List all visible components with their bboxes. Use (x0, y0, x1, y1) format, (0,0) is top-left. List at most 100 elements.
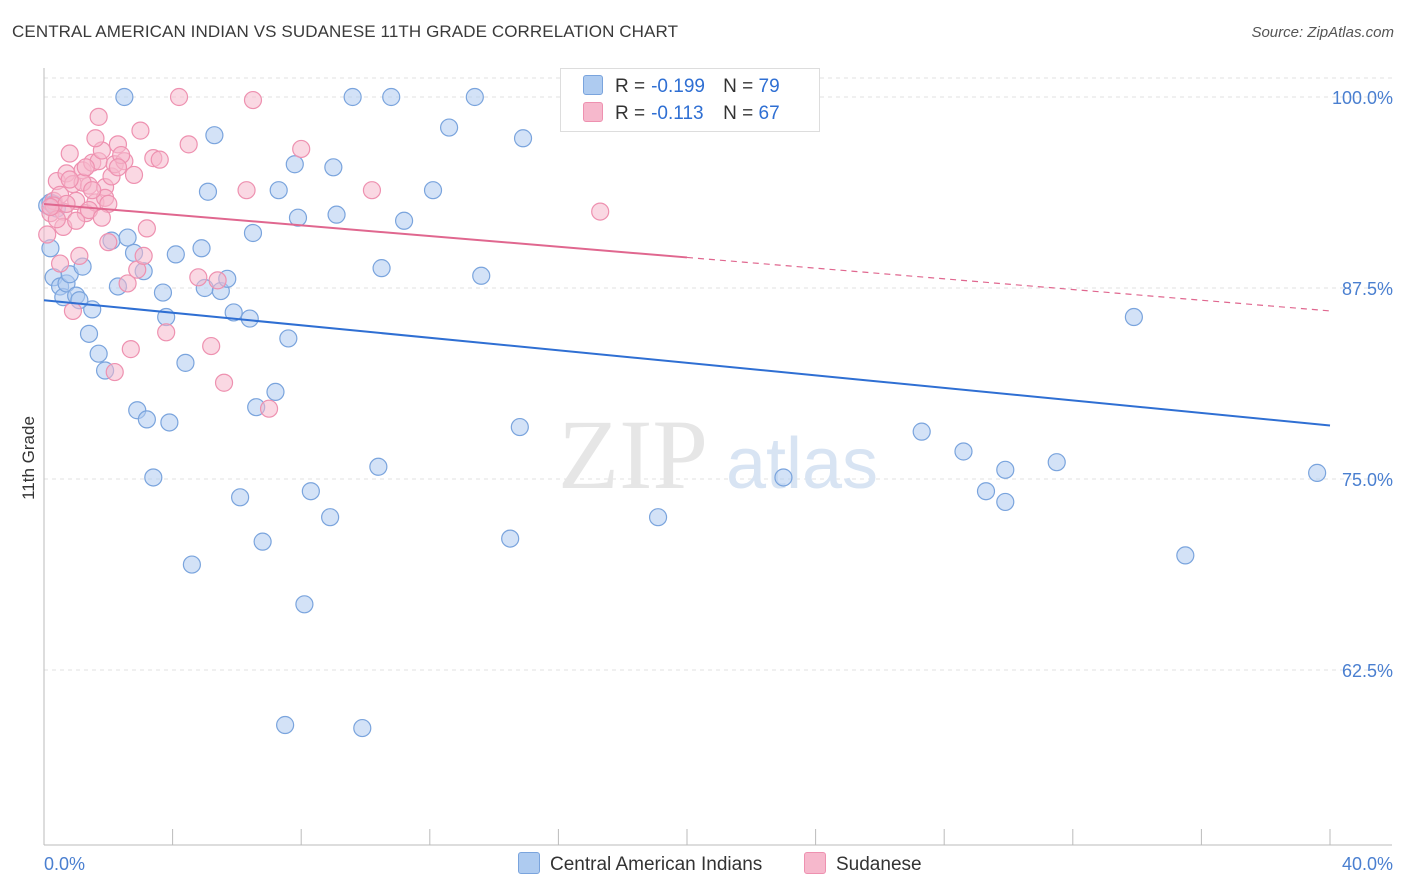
blue-point (369, 457, 388, 476)
bottom-legend-label-pink: Sudanese (836, 854, 922, 875)
blue-point (276, 715, 295, 735)
pink-point (150, 150, 169, 169)
legend-r-label: R = (615, 76, 646, 97)
correlation-legend: R = -0.199 N = 79 R = -0.113 N = 67 (560, 68, 820, 132)
blue-point (472, 266, 491, 285)
pink-point (131, 121, 150, 140)
blue-point (253, 532, 272, 551)
pink-point (179, 135, 198, 154)
blue-point (954, 442, 973, 461)
trend-lines (43, 202, 1331, 427)
pink-point (105, 362, 124, 382)
blue-point (1124, 307, 1143, 327)
legend-r-value: -0.113 (651, 103, 704, 124)
pink-point (243, 90, 263, 110)
pink-point (38, 225, 57, 244)
pink-point (76, 158, 95, 177)
legend-n-label: N = (723, 76, 754, 97)
blue-point (243, 223, 263, 243)
blue-point (144, 468, 163, 487)
blue-point (912, 422, 931, 441)
pink-point (189, 268, 208, 287)
blue-point (240, 309, 259, 328)
pink-point (57, 194, 76, 214)
pink-point (67, 211, 86, 230)
legend-n-value: 79 (758, 76, 780, 97)
pink-point (60, 170, 79, 189)
blue-point (176, 353, 195, 372)
blue-point (1176, 546, 1195, 565)
bottom-legend-label-blue: Central American Indians (550, 854, 763, 875)
blue-point (79, 324, 99, 343)
pink-point (63, 301, 83, 321)
x-tick-label-start: 0.0% (44, 854, 85, 874)
blue-point (182, 555, 201, 574)
y-axis-title: 11th Grade (19, 416, 38, 500)
legend-r-label: R = (615, 103, 646, 124)
legend-n-value: 67 (758, 103, 780, 124)
blue-point (996, 460, 1015, 479)
bottom-legend-pink: Sudanese (804, 852, 922, 876)
blue-point (976, 482, 996, 501)
blue-point (153, 283, 173, 302)
trend-line-pink-extension (686, 256, 1331, 312)
gridlines (44, 77, 1392, 671)
pink-point (108, 158, 128, 177)
pink-point (41, 197, 60, 217)
blue-point (423, 181, 443, 200)
pink-point (591, 202, 610, 221)
trend-line-pink (43, 202, 688, 259)
bottom-legend-swatch-pink (804, 852, 826, 874)
blue-point (192, 239, 211, 258)
pink-point (202, 336, 221, 356)
y-tick-label: 62.5% (1342, 661, 1393, 681)
blue-point (372, 259, 391, 278)
blue-point (510, 417, 529, 437)
blue-point (996, 492, 1015, 512)
pink-point (83, 181, 102, 200)
pink-point (121, 340, 140, 359)
blue-point (288, 208, 308, 227)
legend-swatch-pink (583, 102, 603, 122)
pink-point (92, 208, 111, 227)
pink-point (99, 233, 118, 252)
blue-point (774, 468, 793, 487)
zipatlas-watermark: ZIP atlas (558, 399, 878, 510)
pink-point (237, 181, 256, 200)
blue-point (1308, 463, 1327, 482)
pink-point (124, 165, 144, 185)
blue-point (465, 87, 484, 107)
pink-point (214, 373, 234, 392)
blue-point (295, 595, 314, 614)
blue-point (501, 529, 520, 548)
blue-point (89, 344, 108, 363)
blue-point (513, 129, 533, 148)
pink-point (292, 139, 311, 159)
y-tick-label: 100.0% (1332, 88, 1393, 108)
pink-point (50, 254, 70, 273)
blue-point (137, 410, 156, 429)
legend-row-blue: R = -0.199 N = 79 (583, 75, 780, 99)
legend-n-label: N = (723, 103, 754, 124)
blue-point (1047, 453, 1066, 472)
blue-point (160, 413, 179, 432)
blue-point (115, 87, 134, 107)
source-credit: Source: ZipAtlas.com (1251, 24, 1394, 41)
blue-point (301, 482, 320, 501)
bottom-legend-swatch-blue (518, 852, 540, 874)
pink-point (86, 129, 105, 148)
pink-point (259, 399, 279, 418)
pink-point (89, 107, 108, 126)
series-sudanese (38, 87, 610, 418)
pink-point (118, 274, 137, 293)
tick-labels: 62.5% 75.0% 87.5% 100.0% 0.0% 40.0% (44, 88, 1393, 874)
legend-row-pink: R = -0.113 N = 67 (583, 102, 780, 126)
bottom-legend-blue: Central American Indians (518, 852, 762, 876)
blue-point (343, 87, 362, 107)
legend-swatch-blue (583, 75, 603, 95)
blue-point (266, 382, 285, 402)
chart-title: CENTRAL AMERICAN INDIAN VS SUDANESE 11TH… (12, 22, 679, 41)
pink-point (60, 144, 79, 163)
blue-point (118, 228, 137, 247)
